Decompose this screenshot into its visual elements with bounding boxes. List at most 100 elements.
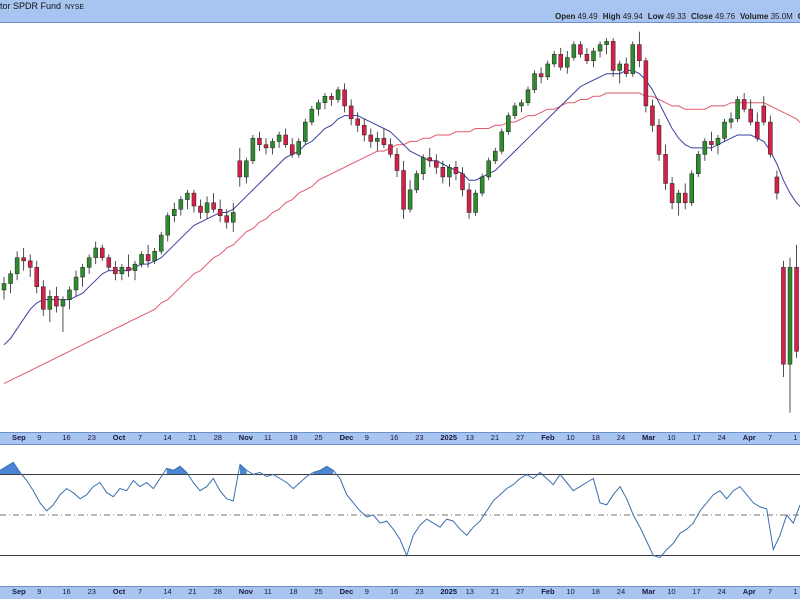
candle — [755, 112, 760, 142]
candle — [447, 164, 452, 187]
candle — [14, 251, 20, 281]
date-tick-label: Sep — [12, 433, 26, 442]
indicator-line — [0, 461, 800, 559]
candle-body — [289, 144, 295, 155]
candle-body — [689, 173, 694, 204]
candle-body — [545, 63, 550, 78]
candle — [565, 51, 570, 74]
candle — [787, 257, 793, 413]
candle — [237, 147, 243, 187]
date-tick-label: Feb — [541, 433, 555, 442]
candle — [558, 47, 563, 71]
candle — [47, 289, 53, 323]
date-tick-label: Sep — [12, 587, 26, 596]
date-tick-label: 14 — [163, 433, 172, 442]
candle — [329, 93, 334, 106]
candle-body — [27, 260, 33, 268]
candle — [217, 199, 223, 223]
candle-body — [532, 73, 537, 91]
candle — [617, 60, 622, 84]
candle — [774, 170, 780, 200]
candle — [656, 118, 662, 161]
candle-body — [584, 54, 590, 61]
candle — [86, 254, 92, 274]
candle — [106, 254, 112, 271]
candle-body — [538, 73, 544, 78]
candle — [624, 57, 629, 77]
candle — [283, 128, 288, 148]
date-tick-label: 25 — [314, 587, 323, 596]
candle-body — [100, 247, 105, 258]
candle-body — [473, 192, 478, 213]
candle-body — [329, 96, 334, 100]
candle-body — [558, 54, 563, 68]
date-tick-label: Dec — [339, 587, 354, 596]
candle — [244, 157, 249, 184]
candle-body — [204, 202, 210, 213]
date-tick-label: 9 — [37, 587, 42, 596]
candle-body — [257, 137, 262, 145]
candle-body — [525, 89, 531, 103]
date-tick-label: Apr — [742, 433, 756, 442]
candle — [296, 138, 301, 158]
candle — [584, 47, 590, 64]
candle-body — [362, 125, 367, 136]
candle-body — [270, 141, 275, 149]
candle-body — [728, 118, 734, 123]
candle-body — [676, 192, 681, 204]
candle-body — [643, 60, 649, 107]
candle — [525, 86, 531, 106]
candle — [578, 41, 583, 58]
candle — [100, 244, 105, 261]
candle — [538, 67, 544, 84]
candle — [610, 38, 616, 77]
date-tick-label: 7 — [138, 433, 143, 442]
date-tick-label: 7 — [768, 587, 773, 596]
candle-body — [630, 44, 636, 74]
ohlc-label: Low — [647, 12, 666, 21]
ohlc-label: Close — [690, 12, 715, 21]
date-tick-label: 23 — [415, 587, 424, 596]
date-tick-label: 17 — [692, 433, 701, 442]
candle-body — [414, 173, 419, 191]
candle-body — [60, 299, 66, 307]
date-tick-label: 10 — [566, 433, 575, 442]
candle-body — [709, 141, 714, 145]
candle — [178, 196, 184, 216]
candle — [427, 147, 432, 168]
candle — [362, 118, 367, 142]
date-tick-label: 24 — [717, 433, 726, 442]
candle — [303, 118, 308, 145]
candle-body — [185, 192, 190, 200]
candle-body — [296, 141, 301, 155]
fast-ma-line — [3, 69, 800, 346]
date-tick-label: 21 — [188, 587, 197, 596]
candle-body — [106, 257, 112, 268]
date-tick-label: Nov — [238, 433, 253, 442]
date-tick-label: 18 — [289, 587, 298, 596]
date-tick-label: 16 — [62, 587, 71, 596]
candle — [532, 70, 537, 94]
candle — [27, 254, 33, 278]
ohlc-label: Volume — [740, 12, 771, 21]
exchange-label: NYSE — [65, 4, 85, 11]
candle — [637, 31, 642, 68]
candle — [466, 183, 472, 219]
candle — [198, 199, 203, 219]
candle — [571, 41, 577, 61]
candle — [211, 193, 216, 213]
date-tick-label: 24 — [616, 587, 626, 596]
date-tick-label: 10 — [667, 587, 676, 596]
candle — [473, 189, 478, 216]
date-tick-label: 18 — [289, 433, 298, 442]
candle — [761, 96, 767, 126]
date-tick-label: Mar — [642, 433, 656, 442]
candle-body — [506, 115, 511, 133]
candle — [126, 254, 131, 278]
indicator-panel[interactable] — [0, 444, 800, 586]
price-chart[interactable] — [0, 22, 800, 432]
date-tick-label: 21 — [490, 433, 500, 442]
candle — [676, 189, 681, 216]
candle-body — [499, 131, 505, 152]
candle — [34, 260, 39, 294]
